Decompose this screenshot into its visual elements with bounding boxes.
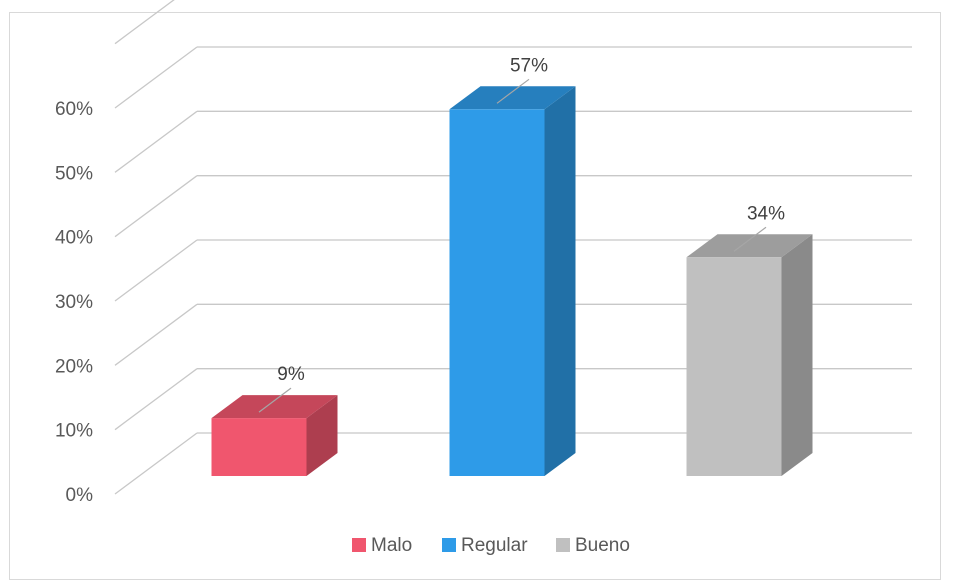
gridline-depth — [114, 110, 198, 173]
leader-line — [496, 78, 530, 104]
y-axis-ticks: 0% 10% 20% 30% 40% 50% 60% — [55, 99, 93, 506]
y-tick-label: 40% — [55, 228, 93, 249]
gridline — [114, 0, 175, 45]
legend-item-malo: Malo — [352, 535, 412, 556]
y-tick-label: 30% — [55, 292, 93, 313]
data-labels: 9% 57% 34% — [258, 55, 785, 413]
data-label-text: 57% — [510, 55, 548, 76]
legend-label: Bueno — [575, 535, 630, 556]
bar-top — [449, 86, 576, 110]
gridline-depth — [114, 46, 198, 109]
bar-side — [306, 395, 338, 476]
y-tick-label: 20% — [55, 356, 93, 377]
legend-swatch — [556, 538, 570, 552]
data-label-text: 9% — [277, 364, 305, 385]
gridline-depth — [114, 432, 198, 495]
legend-swatch — [352, 538, 366, 552]
data-label-bueno: 34% — [733, 203, 785, 252]
bar-bueno — [686, 234, 813, 476]
leader-line — [258, 387, 292, 413]
y-tick-label: 10% — [55, 421, 93, 442]
gridline-depth — [114, 303, 198, 366]
bar-top — [211, 395, 338, 419]
bar-side — [781, 234, 813, 476]
bar-front — [686, 257, 782, 476]
legend-label: Regular — [461, 535, 528, 556]
legend-label: Malo — [371, 535, 412, 556]
bar-side — [544, 86, 576, 477]
gridline-depth — [114, 368, 198, 431]
y-tick-label: 60% — [55, 99, 93, 120]
legend-item-regular: Regular — [442, 535, 528, 556]
bars — [211, 86, 813, 477]
data-label-text: 34% — [747, 203, 785, 224]
gridline-depth — [114, 175, 198, 238]
legend-swatch — [442, 538, 456, 552]
data-label-malo: 9% — [258, 364, 305, 413]
bar-front — [449, 109, 545, 477]
data-label-regular: 57% — [496, 55, 548, 104]
gridline — [114, 46, 912, 109]
bar-regular — [449, 86, 576, 477]
leader-line — [733, 226, 767, 252]
bar-malo — [211, 395, 338, 476]
y-tick-label: 50% — [55, 163, 93, 184]
gridline-depth — [114, 239, 198, 302]
legend: Malo Regular Bueno — [352, 535, 630, 556]
y-tick-label: 0% — [66, 485, 94, 506]
legend-item-bueno: Bueno — [556, 535, 630, 556]
gridline-depth — [114, 0, 175, 45]
bar-front — [211, 418, 307, 476]
bar-top — [686, 234, 813, 258]
